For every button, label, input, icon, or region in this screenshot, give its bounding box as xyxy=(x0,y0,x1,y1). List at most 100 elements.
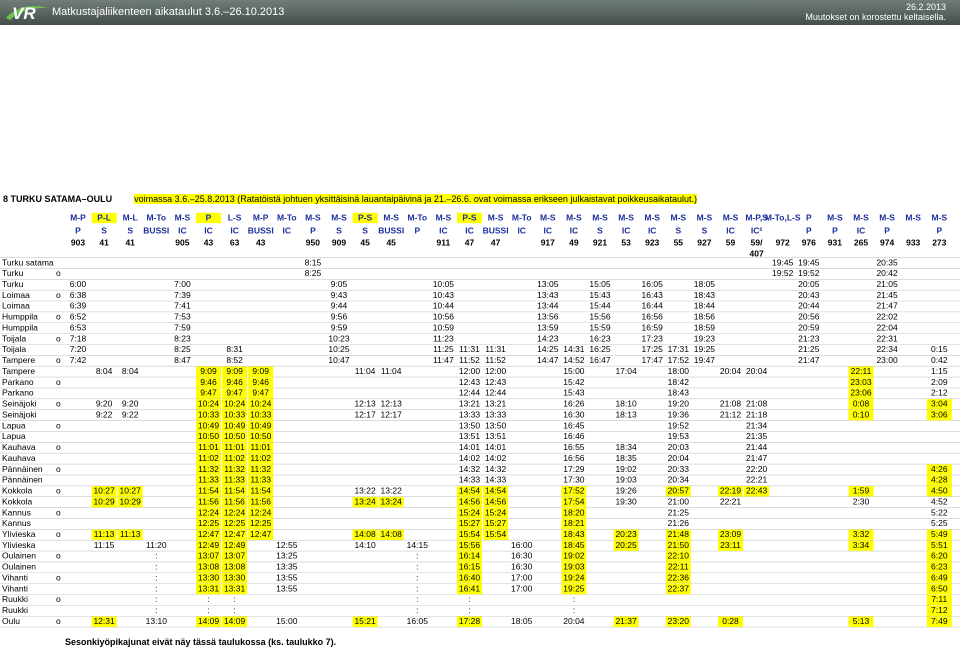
time-cell: 16:15 xyxy=(459,562,481,572)
time-cell: 15:42 xyxy=(563,377,585,387)
time-cell: 22:11 xyxy=(668,562,689,572)
time-cell: 19:36 xyxy=(668,409,690,419)
time-cell: 12:17 xyxy=(354,409,376,419)
time-cell: 7:53 xyxy=(174,312,191,322)
time-cell: 19:26 xyxy=(615,486,637,496)
time-cell: 20:05 xyxy=(798,279,820,289)
time-cell: 18:45 xyxy=(563,540,585,550)
time-cell: 0:28 xyxy=(722,616,739,626)
train-header: M-S xyxy=(175,212,191,222)
highlight xyxy=(222,377,248,388)
time-cell: 8:04 xyxy=(122,366,139,376)
time-cell: 22:21 xyxy=(720,496,742,506)
time-cell: : xyxy=(416,572,418,582)
time-cell: 11:04 xyxy=(355,366,376,376)
highlight xyxy=(665,540,691,551)
station-name: Tampere xyxy=(2,355,35,365)
highlight xyxy=(222,551,248,562)
time-cell: 15:24 xyxy=(485,507,507,517)
time-cell: 15:00 xyxy=(563,366,585,376)
train-header: 47 xyxy=(465,237,475,247)
time-cell: 9:47 xyxy=(226,388,243,398)
highlight xyxy=(196,507,221,519)
highlight xyxy=(196,583,221,595)
time-cell: 20:04 xyxy=(720,366,742,376)
train-header: 974 xyxy=(880,237,894,247)
time-cell: 9:44 xyxy=(331,301,348,311)
time-cell: 18:56 xyxy=(694,312,716,322)
time-cell: 18:20 xyxy=(563,507,585,517)
train-header: P xyxy=(884,225,890,235)
time-cell: 13:50 xyxy=(459,420,481,430)
time-cell: : xyxy=(416,605,418,615)
time-cell: 11:56 xyxy=(250,496,271,506)
time-cell: 14:33 xyxy=(459,475,481,485)
time-cell: : xyxy=(155,562,157,572)
highlight xyxy=(222,573,248,584)
train-header: 905 xyxy=(175,237,189,247)
time-cell: 11:52 xyxy=(459,355,480,365)
train-header: IC xyxy=(622,225,631,235)
time-cell: : xyxy=(468,594,470,604)
train-header: BUSSI xyxy=(483,225,509,235)
time-cell: 10:43 xyxy=(433,290,455,300)
highlight xyxy=(561,583,587,595)
highlight xyxy=(848,377,874,388)
highlight xyxy=(457,562,482,573)
time-cell: 17:29 xyxy=(563,464,585,474)
train-header: S xyxy=(362,225,368,235)
time-cell: 14:47 xyxy=(537,355,559,365)
highlight xyxy=(222,388,248,399)
time-cell: 10:24 xyxy=(250,399,272,409)
time-cell: 9:47 xyxy=(200,388,217,398)
time-cell: 7:41 xyxy=(174,301,191,311)
highlight xyxy=(926,475,952,486)
station-name: Ylivieska xyxy=(2,529,36,539)
time-cell: 16:56 xyxy=(563,453,585,463)
arrival-mark: o xyxy=(56,420,61,430)
time-cell: 14:09 xyxy=(224,616,246,626)
time-cell: 9:59 xyxy=(331,322,348,332)
station-name: Kannus xyxy=(2,507,31,517)
time-cell: 14:32 xyxy=(485,464,507,474)
time-cell: 9:43 xyxy=(331,290,348,300)
time-cell: 11:31 xyxy=(459,344,480,354)
time-cell: 16:41 xyxy=(459,583,481,593)
train-header: 927 xyxy=(697,237,711,247)
highlight xyxy=(248,518,274,530)
highlight xyxy=(561,551,587,562)
time-cell: 2:09 xyxy=(931,377,948,387)
highlight xyxy=(926,409,952,421)
arrival-mark: o xyxy=(56,290,61,300)
station-name: Vihanti xyxy=(2,583,28,593)
highlight xyxy=(248,475,274,486)
train-header: M-S xyxy=(905,212,921,222)
time-cell: 12:49 xyxy=(198,540,220,550)
train-header: 909 xyxy=(332,237,346,247)
train-header: P xyxy=(806,212,812,222)
time-cell: 0:42 xyxy=(931,355,948,365)
time-cell: 19:52 xyxy=(798,268,820,278)
time-cell: 12:47 xyxy=(250,529,272,539)
time-cell: 6:50 xyxy=(931,583,948,593)
time-cell: 18:59 xyxy=(694,322,716,332)
time-cell: 19:03 xyxy=(615,475,637,485)
train-header: M-To xyxy=(277,212,297,222)
highlight xyxy=(613,540,639,551)
highlight xyxy=(196,431,221,443)
time-cell: 19:02 xyxy=(563,551,585,561)
time-cell: 12:00 xyxy=(459,366,481,376)
time-cell: 6:23 xyxy=(931,562,948,572)
time-cell: 15:24 xyxy=(459,507,481,517)
station-name: Vihanti xyxy=(2,572,28,582)
time-cell: 13:07 xyxy=(198,551,220,561)
train-header: M-S xyxy=(488,212,504,222)
train-header: M-S xyxy=(697,212,713,222)
time-cell: 11:01 xyxy=(198,442,219,452)
time-cell: 16:59 xyxy=(642,322,664,332)
time-cell: 21:25 xyxy=(798,344,820,354)
highlight xyxy=(196,442,221,453)
time-cell: 13:24 xyxy=(354,496,376,506)
highlight xyxy=(248,496,274,508)
time-cell: 19:52 xyxy=(668,420,690,430)
